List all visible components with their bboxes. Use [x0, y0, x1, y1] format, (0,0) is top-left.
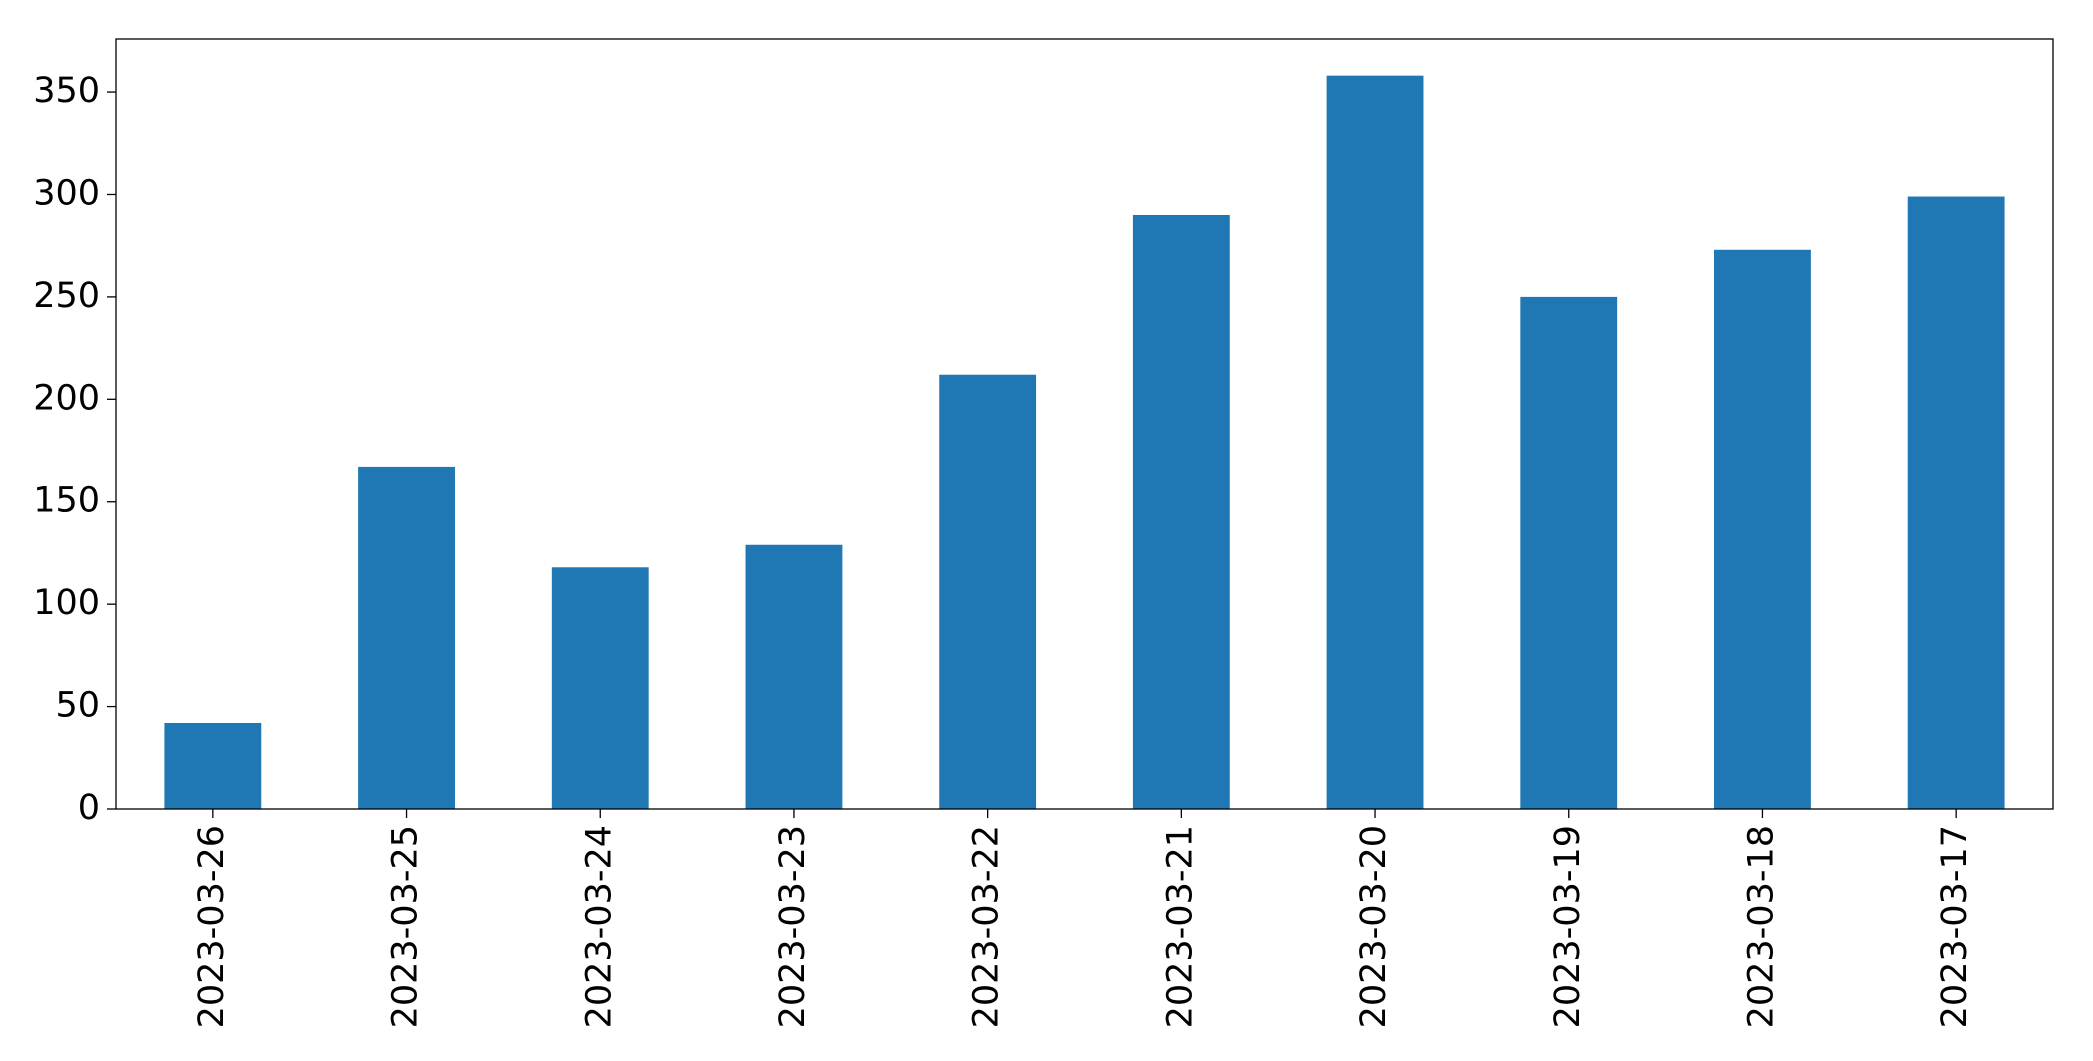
bar — [1714, 249, 1811, 810]
bar — [745, 544, 843, 809]
y-tick-label: 250 — [33, 276, 100, 316]
bar — [939, 374, 1037, 809]
x-tick-label: 2023-03-24 — [579, 825, 619, 1028]
x-tick-label: 2023-03-17 — [1935, 825, 1975, 1028]
x-tick-label: 2023-03-22 — [967, 825, 1007, 1028]
x-tick-label: 2023-03-25 — [386, 825, 426, 1028]
bar — [1132, 214, 1230, 809]
y-tick-label: 0 — [78, 788, 100, 828]
x-tick-label: 2023-03-18 — [1741, 825, 1781, 1028]
y-tick-label: 100 — [33, 583, 100, 623]
y-tick-label: 150 — [33, 481, 100, 521]
bar — [551, 567, 649, 809]
x-tick-label: 2023-03-26 — [192, 825, 232, 1028]
x-tick-label: 2023-03-23 — [773, 825, 813, 1028]
y-tick-label: 300 — [33, 173, 100, 213]
axes-frame — [115, 38, 2054, 810]
bar — [358, 466, 455, 809]
bar — [1520, 296, 1618, 809]
x-tick-label: 2023-03-21 — [1160, 825, 1200, 1028]
x-tick-label: 2023-03-20 — [1354, 825, 1394, 1028]
bar — [1907, 196, 2005, 809]
bar — [1326, 75, 1424, 809]
y-tick-label: 50 — [55, 686, 100, 726]
bar — [164, 722, 262, 809]
y-tick-label: 200 — [33, 378, 100, 418]
x-tick-label: 2023-03-19 — [1548, 825, 1588, 1028]
y-tick-label: 350 — [33, 71, 100, 111]
